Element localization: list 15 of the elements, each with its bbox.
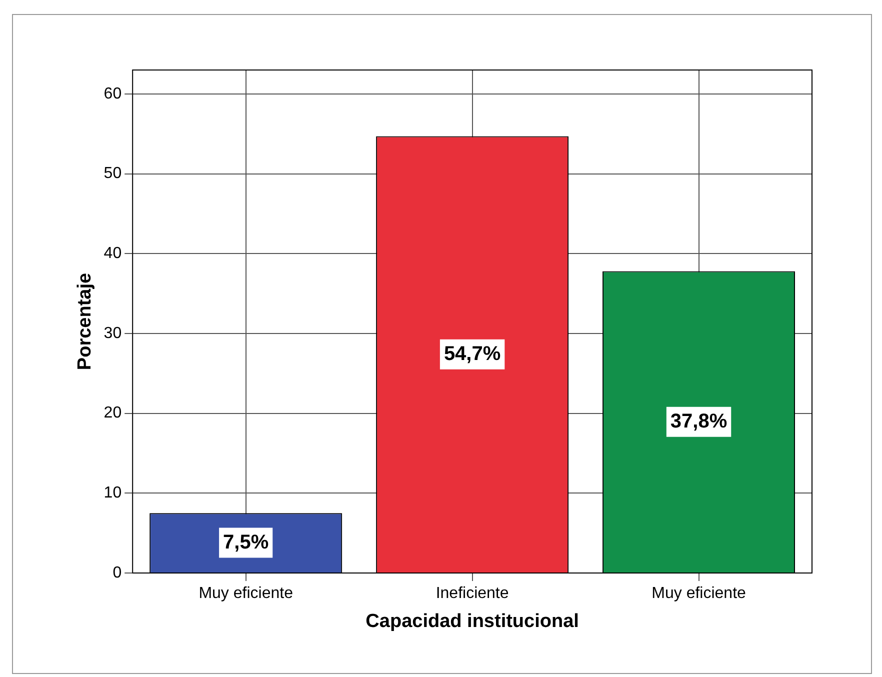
y-tick-label: 10 (104, 484, 122, 502)
y-tick-label: 60 (104, 85, 122, 102)
y-tick-label: 40 (104, 245, 122, 262)
y-tick-label: 50 (104, 165, 122, 182)
y-axis-title: Porcentaje (74, 272, 96, 370)
y-tick-label: 20 (104, 404, 122, 422)
data-label: 37,8% (670, 410, 728, 432)
x-tick-label: Ineficiente (436, 585, 509, 602)
data-label: 54,7% (444, 342, 501, 365)
data-label: 7,5% (223, 531, 269, 554)
x-axis-title: Capacidad institucional (366, 610, 579, 632)
x-tick-label: Muy eficiente (198, 585, 294, 602)
y-tick-label: 30 (104, 324, 122, 342)
x-tick-label: Muy eficiente (652, 585, 746, 602)
y-tick-label: 0 (112, 564, 122, 582)
